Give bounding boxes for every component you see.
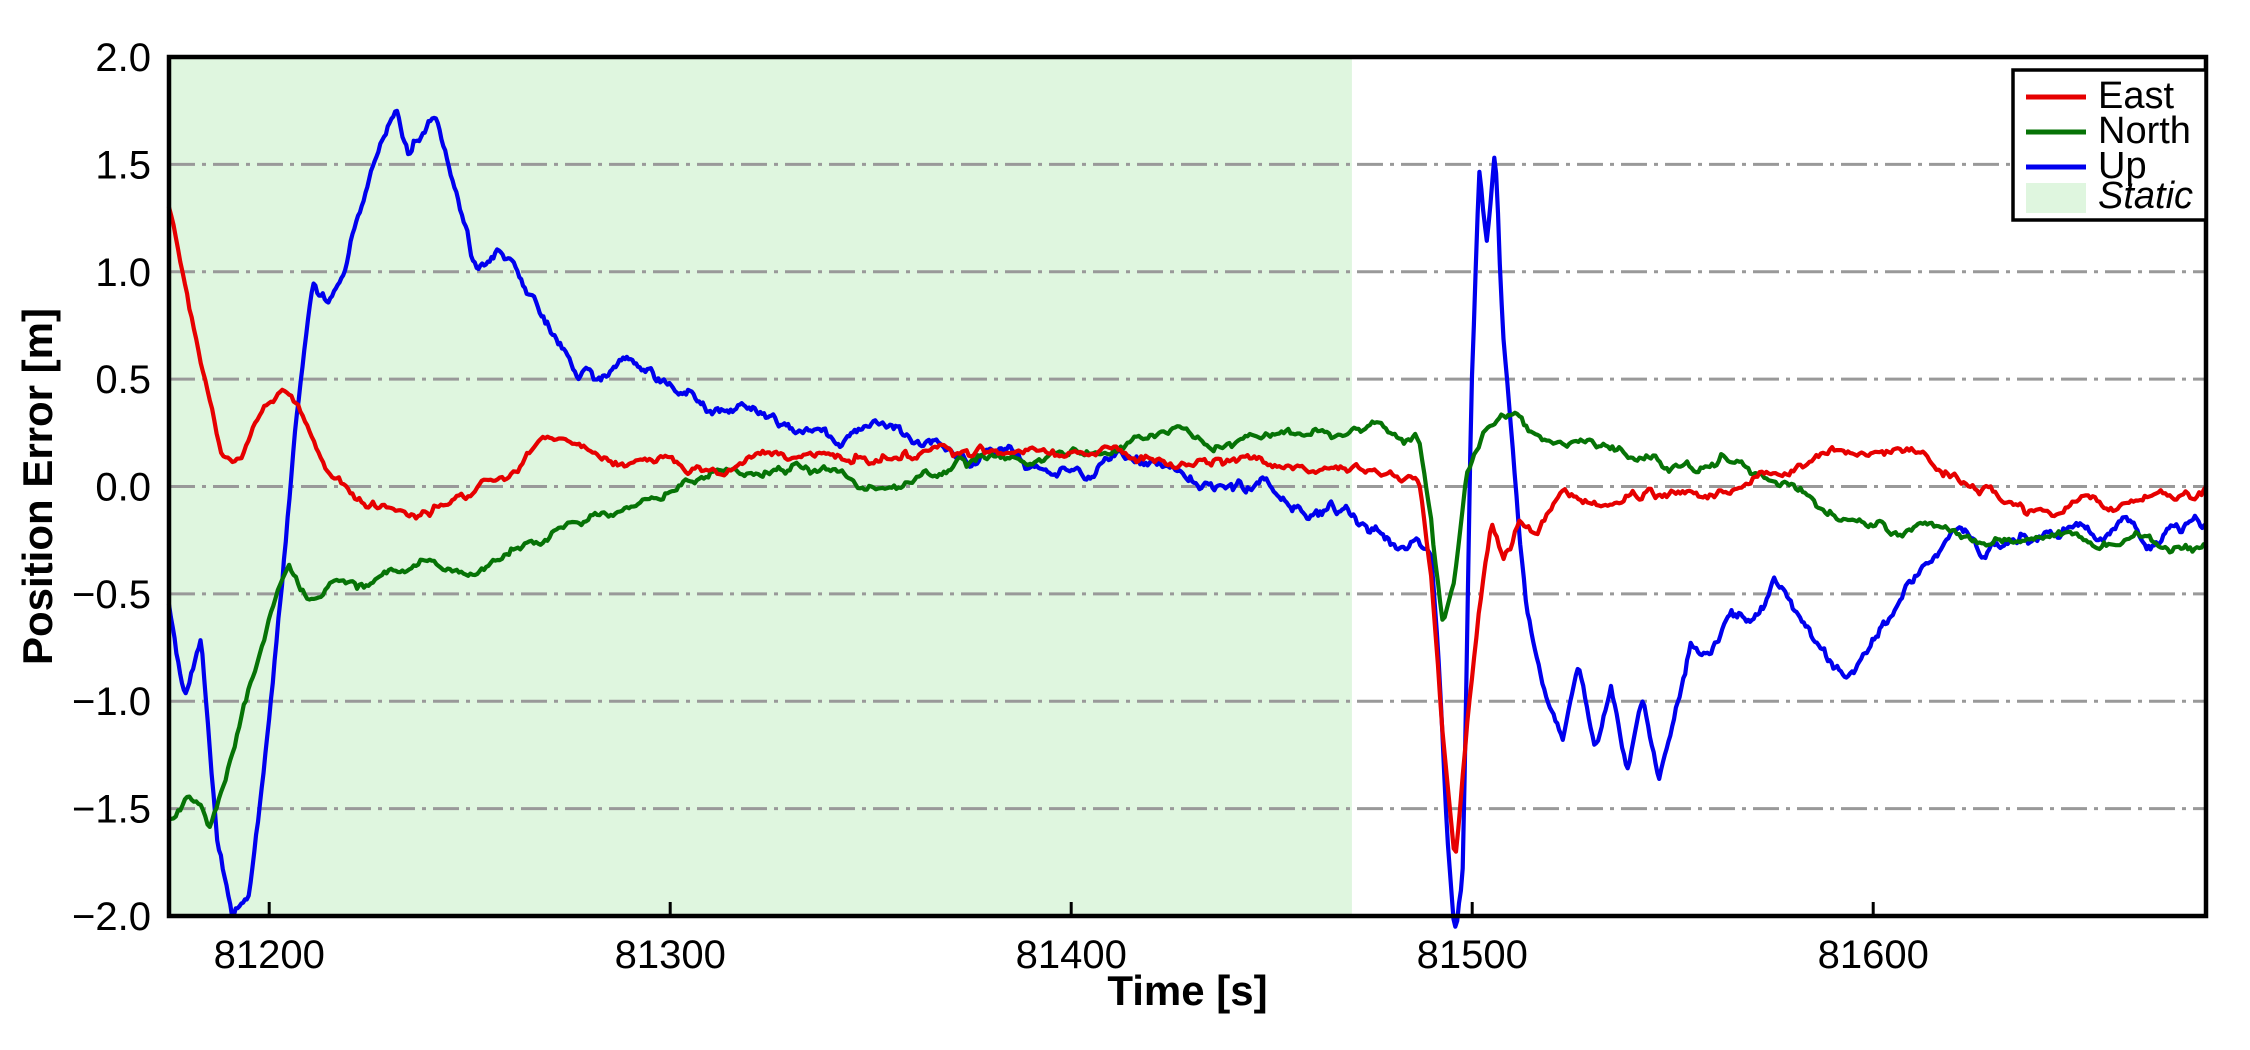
svg-text:81500: 81500 (1417, 933, 1528, 977)
svg-text:−0.5: −0.5 (72, 573, 151, 617)
svg-text:1.0: 1.0 (95, 251, 151, 295)
svg-text:2.0: 2.0 (95, 36, 151, 80)
svg-text:−1.5: −1.5 (72, 788, 151, 832)
svg-text:81300: 81300 (615, 933, 726, 977)
svg-text:0.5: 0.5 (95, 358, 151, 402)
svg-text:Static: Static (2098, 175, 2193, 217)
svg-text:Position Error [m]: Position Error [m] (14, 308, 61, 665)
svg-text:81600: 81600 (1818, 933, 1929, 977)
svg-text:0.0: 0.0 (95, 466, 151, 510)
svg-text:−1.0: −1.0 (72, 680, 151, 724)
svg-text:81200: 81200 (214, 933, 325, 977)
svg-text:1.5: 1.5 (95, 143, 151, 187)
svg-text:−2.0: −2.0 (72, 895, 151, 939)
svg-text:Time [s]: Time [s] (1107, 967, 1267, 1014)
